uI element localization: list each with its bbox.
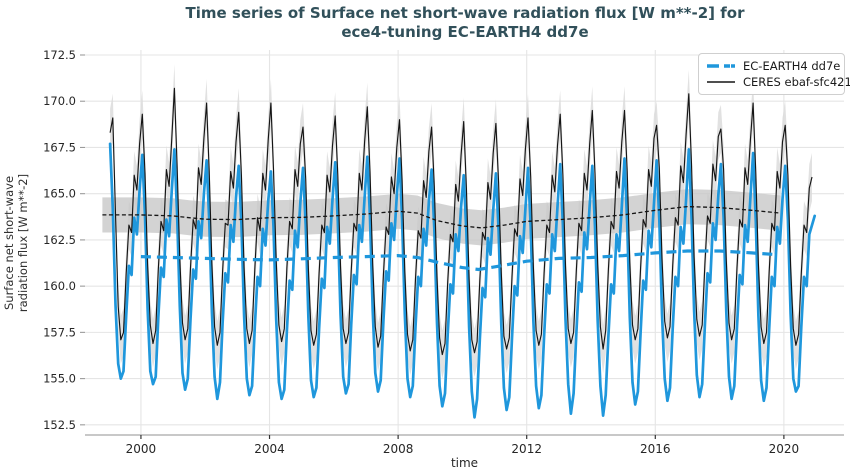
y-tick-label: 162.5 xyxy=(43,233,76,247)
y-axis-label-line2: radiation flux [W m**-2] xyxy=(16,173,30,313)
x-tick-label: 2020 xyxy=(769,442,800,456)
ec-earth-series-line xyxy=(108,142,817,419)
legend: EC-EARTH4 dd7e CERES ebaf-sfc421 xyxy=(698,53,850,95)
ec-earth-running-mean-line xyxy=(140,249,778,272)
y-axis-label-line1: Surface net short-wave xyxy=(2,175,16,311)
chart-title: Time series of Surface net short-wave ra… xyxy=(85,4,845,42)
x-tick-label: 2016 xyxy=(640,442,671,456)
y-tick-label: 155.0 xyxy=(43,372,76,386)
legend-entry-model: EC-EARTH4 dd7e xyxy=(706,58,840,74)
y-tick-label: 152.5 xyxy=(43,418,76,432)
y-tick-label: 165.0 xyxy=(43,187,76,201)
legend-model-dashed-line-icon xyxy=(707,64,735,68)
y-tick-label: 172.5 xyxy=(43,48,76,62)
x-tick-label: 2000 xyxy=(126,442,157,456)
legend-obs-line-icon xyxy=(707,81,735,83)
x-axis-label: time xyxy=(450,456,479,470)
chart-title-line1: Time series of Surface net short-wave ra… xyxy=(185,4,745,22)
x-tick-label: 2012 xyxy=(511,442,542,456)
legend-label-model: EC-EARTH4 dd7e xyxy=(743,59,841,73)
chart-title-line2: ece4-tuning EC-EARTH4 dd7e xyxy=(341,23,589,41)
x-tick-label: 2008 xyxy=(383,442,414,456)
ceres-series-line xyxy=(109,87,813,356)
y-tick-label: 167.5 xyxy=(43,140,76,154)
legend-entry-obs: CERES ebaf-sfc421 xyxy=(706,74,850,90)
y-tick-label: 160.0 xyxy=(43,279,76,293)
y-axis-label: Surface net short-wave radiation flux [W… xyxy=(2,93,32,393)
legend-label-obs: CERES ebaf-sfc421 xyxy=(743,75,850,89)
x-tick-label: 2004 xyxy=(254,442,285,456)
y-tick-label: 157.5 xyxy=(43,325,76,339)
y-tick-label: 170.0 xyxy=(43,94,76,108)
